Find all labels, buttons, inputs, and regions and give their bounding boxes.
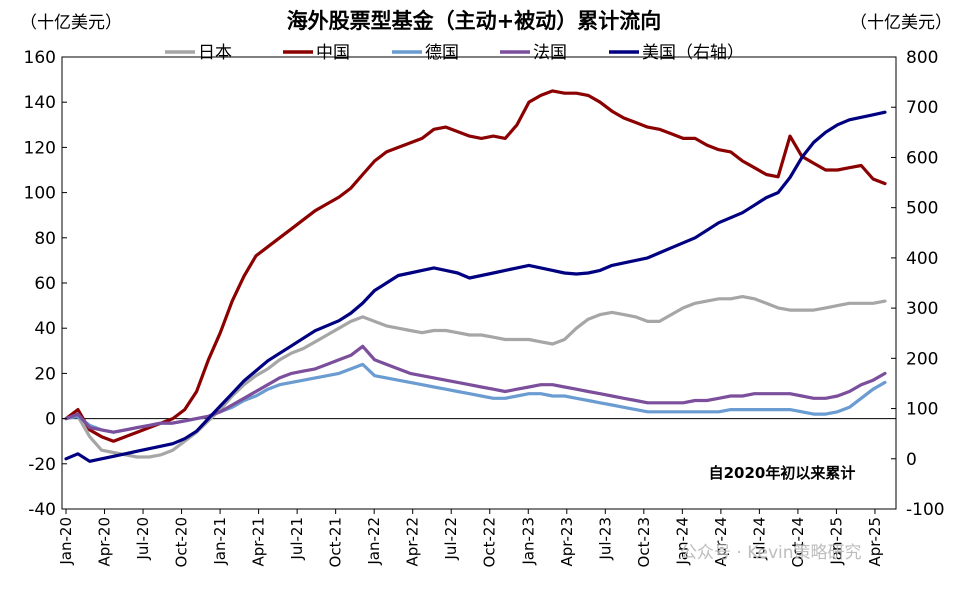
x-tick-label: Oct-20 <box>173 517 191 567</box>
x-tick-label: Apr-20 <box>96 517 114 567</box>
x-tick-label: Oct-24 <box>789 517 807 567</box>
watermark: 公众号 · Kevin策略研究 <box>680 543 862 563</box>
right-tick-label: 500 <box>906 199 938 219</box>
legend-label-4: 美国（右轴） <box>642 43 744 63</box>
left-tick-label: 60 <box>34 274 56 294</box>
x-tick-label: Oct-21 <box>327 517 345 567</box>
right-axis-ticks: -100 0 100 200 300 400 500 600 700 800 <box>891 48 945 520</box>
x-tick-label: Jan-24 <box>673 517 691 566</box>
x-tick-label: Jan-22 <box>365 517 383 566</box>
series-line-2 <box>64 362 887 434</box>
x-tick-label: Apr-22 <box>404 517 422 567</box>
left-tick-label: 140 <box>24 93 56 113</box>
left-tick-label: 0 <box>45 410 56 430</box>
right-tick-label: 700 <box>906 98 938 118</box>
x-tick-label: Jan-25 <box>827 517 845 566</box>
x-tick-label: Jul-21 <box>288 517 306 561</box>
right-tick-label: 0 <box>906 450 917 470</box>
x-tick-label: Jul-23 <box>596 517 614 561</box>
x-tick-label: Oct-22 <box>481 517 499 567</box>
right-tick-label: 100 <box>906 400 938 420</box>
x-tick-label: Jul-20 <box>134 517 152 561</box>
left-tick-label: 100 <box>24 184 56 204</box>
x-tick-label: Apr-24 <box>712 517 730 567</box>
right-tick-label: 300 <box>906 299 938 319</box>
legend: 日本 中国 德国 法国 美国（右轴） <box>165 43 744 63</box>
x-tick-label: Jan-21 <box>211 517 229 566</box>
left-axis-unit: （十亿美元） <box>20 13 122 33</box>
x-tick-label: Apr-23 <box>558 517 576 567</box>
x-tick-label: Oct-23 <box>635 517 653 567</box>
series-line-3 <box>64 344 887 434</box>
left-tick-label: 80 <box>34 229 56 249</box>
x-tick-label: Apr-21 <box>250 517 268 567</box>
legend-label-1: 中国 <box>316 43 350 63</box>
x-tick-label: Jan-20 <box>57 517 75 566</box>
legend-label-0: 日本 <box>198 43 232 63</box>
left-tick-label: -20 <box>28 455 56 475</box>
left-tick-label: 120 <box>24 138 56 158</box>
series-line-4 <box>64 110 887 463</box>
left-axis-ticks: -40 -20 0 20 40 60 80 100 120 140 160 <box>24 48 67 520</box>
left-tick-label: -40 <box>28 500 56 520</box>
left-tick-label: 20 <box>34 364 56 384</box>
legend-label-2: 德国 <box>425 43 459 63</box>
left-tick-label: 160 <box>24 48 56 68</box>
chart-note: 自2020年初以来累计 <box>709 464 856 482</box>
left-tick-label: 40 <box>34 319 56 339</box>
series-line-1 <box>64 89 887 443</box>
right-tick-label: -100 <box>906 500 945 520</box>
x-tick-label: Apr-25 <box>866 517 884 567</box>
plot-area <box>61 56 897 510</box>
chart-title: 海外股票型基金（主动+被动）累计流向 <box>287 9 662 33</box>
x-tick-label: Jul-24 <box>750 517 768 561</box>
right-tick-label: 800 <box>906 48 938 68</box>
legend-label-3: 法国 <box>533 43 567 63</box>
x-axis-ticks: Jan-20 Apr-20 Jul-20 Oct-20 Jan-21 Apr-21 Jul-… <box>57 509 884 567</box>
x-tick-label: Jul-22 <box>442 517 460 561</box>
right-tick-label: 400 <box>906 249 938 269</box>
right-tick-label: 600 <box>906 148 938 168</box>
right-tick-label: 200 <box>906 349 938 369</box>
right-axis-unit: （十亿美元） <box>850 13 952 33</box>
x-tick-label: Jan-23 <box>519 517 537 566</box>
series-line-0 <box>64 295 887 459</box>
